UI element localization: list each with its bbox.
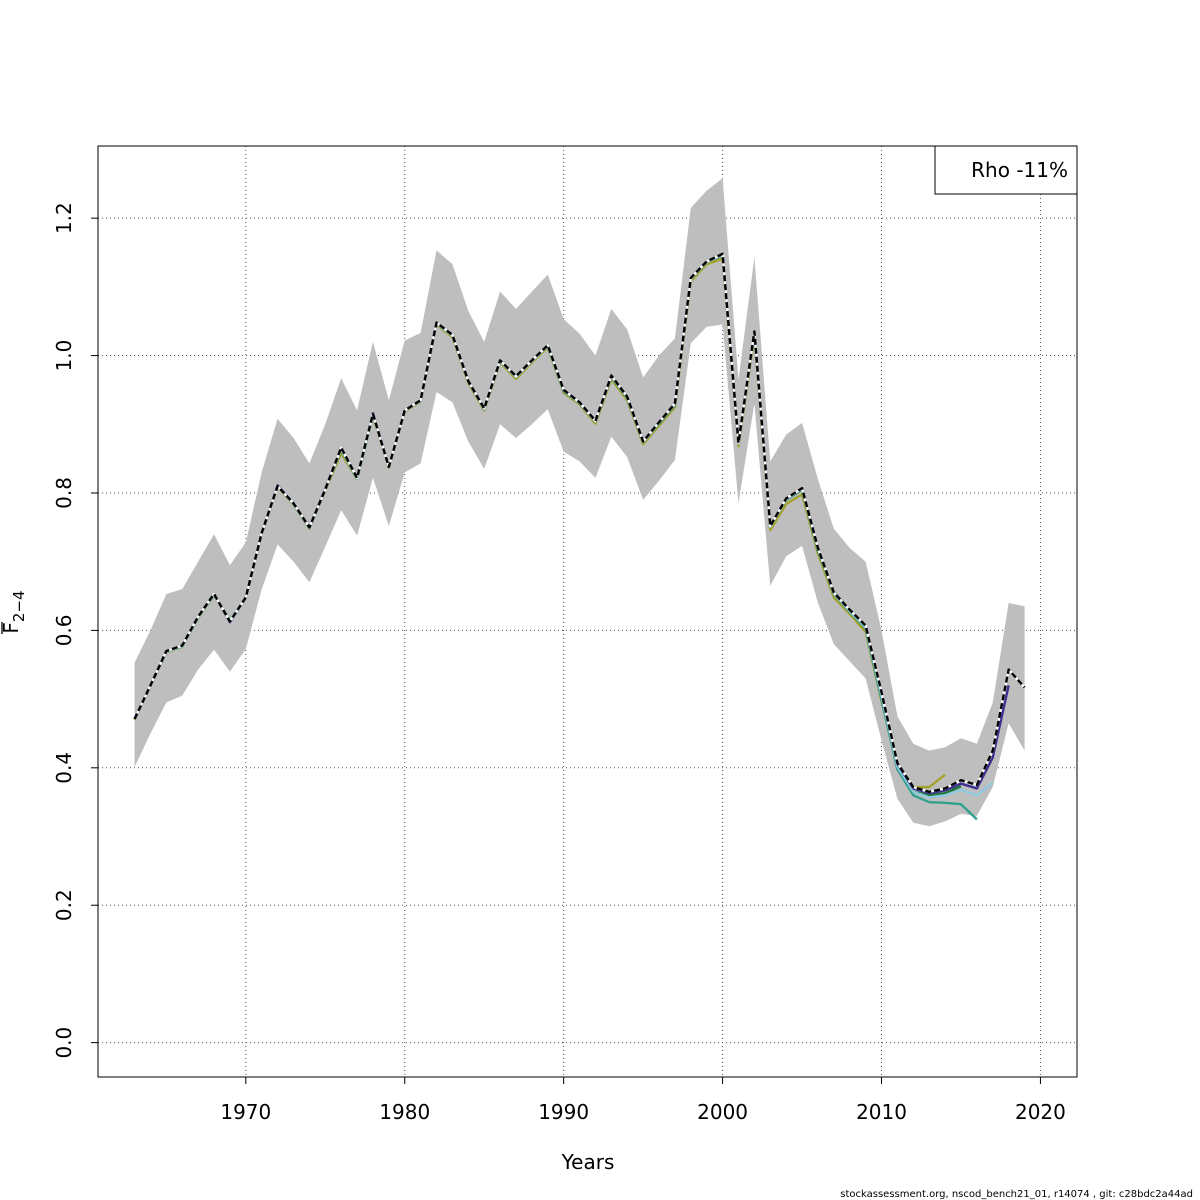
legend-rho-text: Rho -11% [971, 158, 1068, 182]
y-tick-label: 0.8 [52, 477, 76, 509]
series-line-reference [133, 252, 1026, 794]
y-axis-title-sub: 2−4 [10, 590, 28, 622]
x-tick-label: 1990 [538, 1100, 589, 1124]
y-axis-title-main: F [0, 622, 23, 634]
series-lines-layer [133, 252, 1026, 821]
confidence-band-layer [134, 178, 1025, 827]
axes-layer: 1970 1980 1990 2000 2010 2020 0.0 0.2 0.4 0.6 0.8 1… [52, 202, 1066, 1124]
legend: Rho -11% [934, 145, 1078, 195]
x-tick-label: 1980 [379, 1100, 430, 1124]
x-tick-label: 2010 [856, 1100, 907, 1124]
y-tick-label: 0.4 [52, 752, 76, 784]
x-tick-label: 1970 [220, 1100, 271, 1124]
x-tick-label: 2000 [697, 1100, 748, 1124]
x-tick-label: 2020 [1015, 1100, 1066, 1124]
y-tick-label: 1.0 [52, 340, 76, 372]
y-tick-label: 0.0 [52, 1027, 76, 1059]
y-axis-title: F2−4 [0, 590, 28, 634]
svg-text:F2−4: F2−4 [0, 590, 28, 633]
y-tick-label: 1.2 [52, 202, 76, 234]
y-tick-label: 0.2 [52, 889, 76, 921]
confidence-band [134, 178, 1025, 827]
y-tick-label: 0.6 [52, 614, 76, 646]
footer-credit: stockassessment.org, nscod_bench21_01, r… [840, 1189, 1193, 1200]
legend-box [934, 145, 1078, 195]
x-axis-title: Years [561, 1150, 615, 1174]
